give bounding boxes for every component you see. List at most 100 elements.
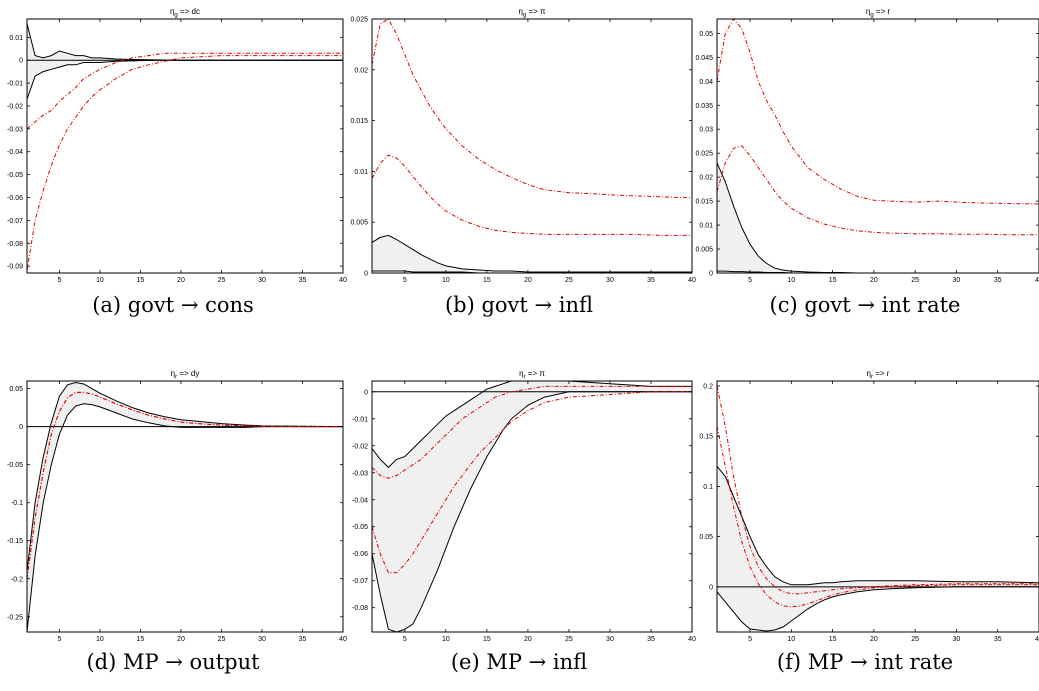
x-tick-label: 40 [1035,636,1039,643]
y-tick-label: 0.2 [703,384,713,391]
series-line-2 [717,586,1039,632]
panel-title: ηr => π [519,369,545,381]
series-line-2 [27,59,343,100]
series-line-2 [27,403,343,632]
confidence-band [717,466,1039,631]
y-tick-label: 0.02 [354,67,368,74]
y-tick-label: -0.08 [7,241,23,248]
y-tick-label: -0.2 [11,576,23,583]
axes-frame [371,380,693,633]
plot-area [717,385,1039,632]
x-tick-label: 30 [953,277,961,284]
x-tick-label: 40 [688,277,696,284]
series-line-2 [372,391,692,632]
x-tick-label: 5 [57,277,61,284]
x-tick-label: 20 [177,636,185,643]
x-tick-label: 5 [403,636,407,643]
series-line-3 [27,52,343,130]
plot-area [372,19,692,273]
panel-title: ηg => π [518,7,546,19]
x-tick-label: 30 [606,277,614,284]
y-tick-label: -0.07 [7,218,23,225]
panel-4: 5 10 15 20 25 30 35 40 -0.25 -0.2 -0.15 -0.1 -0.05 0 0… [7,369,347,643]
x-tick-label: 20 [870,277,878,284]
y-tick-label: -0.07 [352,578,368,585]
y-tick-label: 0.04 [699,79,713,86]
y-tick-label: 0.02 [699,175,713,182]
x-tick-label: 20 [524,277,532,284]
x-tick-label: 25 [218,277,226,284]
panel-caption: (d) MP → output [86,650,260,674]
x-tick-label: 20 [177,277,185,284]
y-tick-label: 0.01 [354,169,368,176]
y-tick-label: -0.04 [7,149,23,156]
x-tick-label: 30 [953,636,961,643]
axes-frame [26,18,344,274]
y-tick-label: -0.01 [352,416,368,423]
y-tick-label: -0.1 [11,500,23,507]
series-line-1 [717,465,1039,586]
x-tick-label: 35 [994,277,1002,284]
x-tick-label: 10 [96,277,104,284]
x-tick-label: 15 [483,277,491,284]
y-tick-label: 0.1 [703,484,713,491]
y-tick-label: 0.01 [9,35,23,42]
x-tick-label: 15 [137,636,145,643]
panel-3: 5 10 15 20 25 30 35 40 0 0.005 0.01 0.015 0.02 0.025 0… [695,7,1039,284]
y-tick-label: 0.025 [350,17,368,24]
x-tick-label: 40 [339,636,347,643]
x-tick-label: 15 [137,277,145,284]
series-line-3 [717,19,1039,205]
x-tick-label: 25 [911,636,919,643]
x-tick-label: 5 [403,277,407,284]
panel-caption: (b) govt → infl [444,293,594,317]
x-tick-label: 30 [258,636,266,643]
series-line-3 [372,385,692,479]
confidence-band [27,23,343,100]
series-line-4 [717,426,1039,608]
panel-2: 5 10 15 20 25 30 35 40 0 0.005 0.01 0.015 0.02 0.025 η… [350,7,696,284]
x-tick-label: 35 [994,636,1002,643]
series-line-4 [372,154,692,236]
x-tick-label: 25 [565,636,573,643]
y-tick-label: 0 [364,389,368,396]
y-tick-label: -0.06 [352,551,368,558]
y-tick-label: 0 [709,584,713,591]
x-tick-label: 40 [1035,277,1039,284]
x-tick-label: 25 [218,636,226,643]
y-tick-label: -0.05 [7,172,23,179]
y-tick-label: 0.05 [699,534,713,541]
x-tick-label: 40 [688,636,696,643]
plot-area [27,381,343,632]
x-tick-label: 5 [748,636,752,643]
x-tick-label: 35 [647,277,655,284]
panel-title: ηg => dc [170,7,200,19]
x-tick-label: 10 [442,277,450,284]
axes-frame [716,18,1039,274]
y-tick-label: 0.005 [350,220,368,227]
series-line-4 [372,391,692,574]
y-tick-label: 0.025 [695,151,713,158]
confidence-band [27,382,343,632]
y-tick-label: 0 [364,271,368,278]
series-line-1 [372,381,692,469]
y-tick-label: 0.03 [699,127,713,134]
plot-area [717,19,1039,273]
confidence-band [717,162,1039,273]
y-tick-label: -0.09 [7,264,23,271]
axes-frame [716,380,1039,633]
series-line-4 [27,55,343,271]
y-tick-label: 0.05 [9,386,23,393]
confidence-band [372,235,692,273]
y-tick-label: 0.015 [350,118,368,125]
y-tick-label: -0.04 [352,497,368,504]
panel-caption: (f) MP → int rate [776,650,954,674]
series-line-4 [27,391,343,579]
y-tick-label: 0.045 [695,55,713,62]
x-tick-label: 10 [442,636,450,643]
y-tick-label: 0 [19,424,23,431]
y-tick-label: -0.25 [7,614,23,621]
x-tick-label: 20 [524,636,532,643]
x-tick-label: 30 [606,636,614,643]
